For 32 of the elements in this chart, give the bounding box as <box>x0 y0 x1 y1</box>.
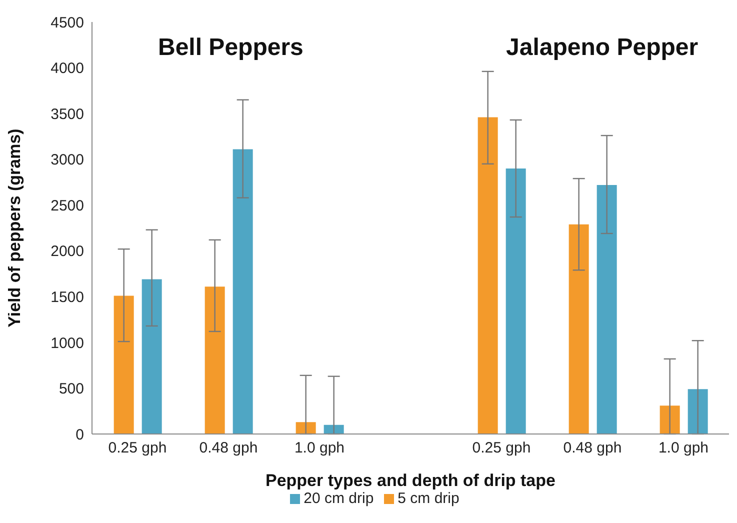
annotation: Bell Peppers <box>158 34 304 62</box>
bar <box>506 168 526 434</box>
legend-label: 20 cm drip <box>304 490 374 507</box>
y-tick-label: 2500 <box>50 197 84 214</box>
y-axis-title: Yield of peppers (grams) <box>5 128 24 328</box>
y-tick-label: 0 <box>76 426 84 444</box>
bar <box>478 117 498 434</box>
bar <box>204 286 225 434</box>
y-tick-label: 3000 <box>50 152 84 169</box>
bar <box>232 149 253 434</box>
x-tick-label: 0.25 gph <box>472 440 531 457</box>
annotation: Jalapeno Pepper <box>506 34 698 62</box>
y-tick-label: 4500 <box>50 14 84 32</box>
legend-label: 5 cm drip <box>398 490 460 507</box>
x-axis-title: Pepper types and depth of drip tape <box>266 471 556 490</box>
x-tick-label: 0.48 gph <box>563 440 622 457</box>
bar <box>688 389 708 434</box>
bar <box>660 406 680 434</box>
x-tick-label: 0.25 gph <box>108 440 167 457</box>
y-tick-label: 1000 <box>50 334 84 352</box>
y-tick-label: 500 <box>58 380 84 398</box>
bar <box>114 296 134 434</box>
bar <box>142 279 162 434</box>
bar <box>568 224 589 434</box>
x-tick-label: 1.0 gph <box>294 440 345 457</box>
y-tick-label: 2000 <box>50 243 84 260</box>
x-tick-label: 0.48 gph <box>199 440 258 457</box>
y-tick-label: 1500 <box>50 288 84 306</box>
x-tick-label: 1.0 gph <box>658 440 709 457</box>
bar <box>596 184 617 434</box>
y-tick-label: 4000 <box>50 60 84 78</box>
y-tick-label: 3500 <box>50 106 84 123</box>
